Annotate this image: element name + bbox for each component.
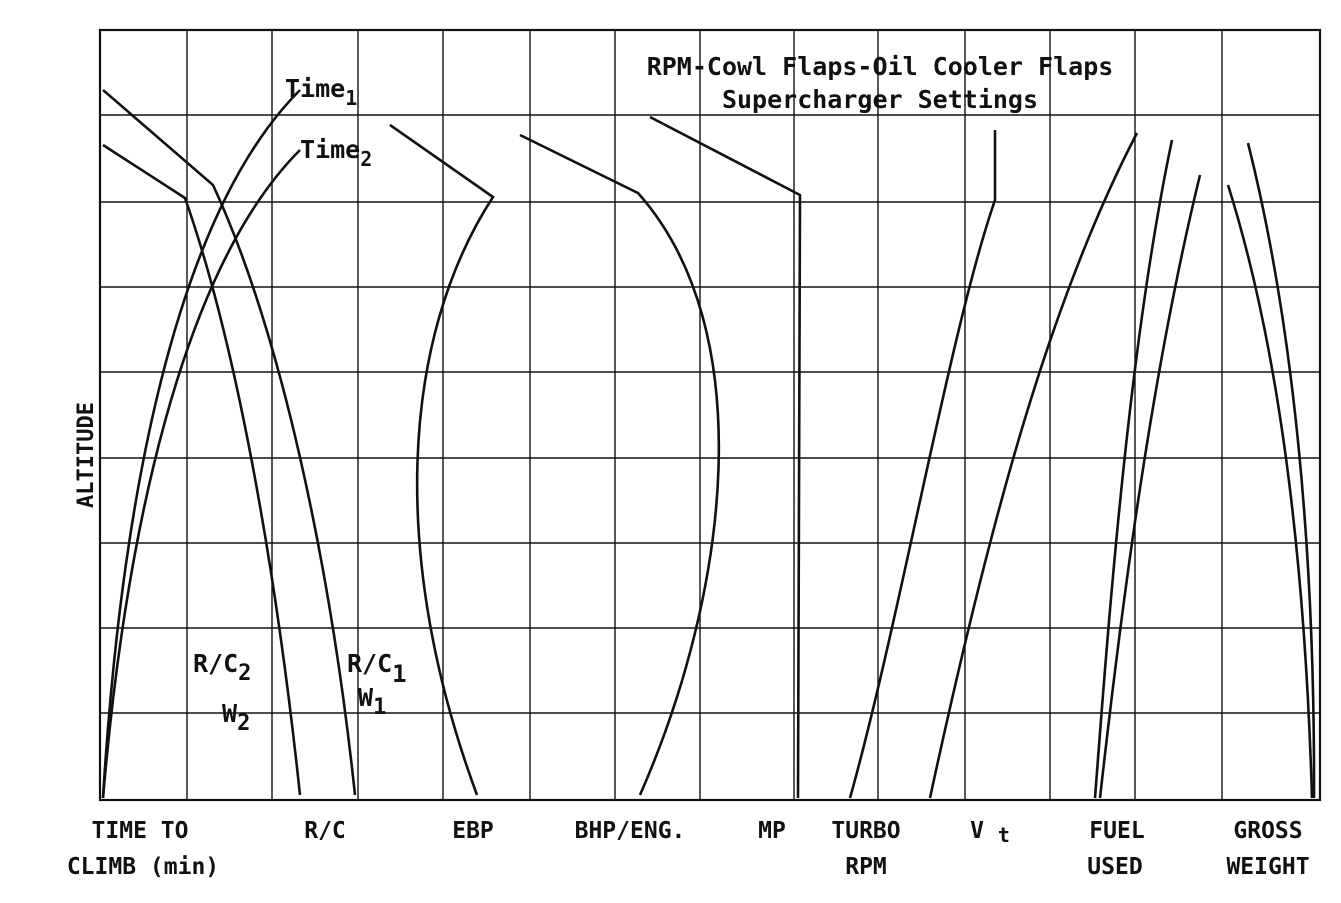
svg-text:Time2: Time2 xyxy=(300,135,372,171)
chart-grid xyxy=(100,30,1320,800)
x-label-gross: GROSS xyxy=(1233,818,1302,844)
label-w2: W2 xyxy=(222,699,250,736)
curve-bhp-eng xyxy=(519,133,721,796)
x-label-time-to-climb-1: TIME TO xyxy=(92,818,189,844)
x-label-ebp: EBP xyxy=(452,818,494,844)
label-w1: W1 xyxy=(358,683,386,720)
chart-title: RPM-Cowl Flaps-Oil Cooler Flaps xyxy=(647,52,1114,81)
label-time1: Time1 xyxy=(285,74,357,110)
x-label-vt: V t xyxy=(970,818,1010,847)
curve-fuel-used-1 xyxy=(1093,139,1174,799)
x-label-mp: MP xyxy=(758,818,786,844)
curve-turbo-rpm xyxy=(848,130,997,799)
y-axis-label: ALTITUDE xyxy=(74,402,99,508)
curve-time2 xyxy=(101,149,301,799)
svg-text:R/C1: R/C1 xyxy=(347,649,407,688)
label-rc1: R/C1 xyxy=(347,649,407,688)
svg-text:Time1: Time1 xyxy=(285,74,357,110)
x-label-rpm: RPM xyxy=(845,854,887,880)
label-time2: Time2 xyxy=(300,135,372,171)
label-rc2: R/C2 xyxy=(193,649,251,686)
curve-vt xyxy=(928,132,1139,799)
x-label-used: USED xyxy=(1087,854,1142,880)
curve-gross-weight-1 xyxy=(1226,184,1314,799)
label-time2-text: Time xyxy=(300,135,360,164)
x-label-time-to-climb-2: CLIMB (min) xyxy=(67,854,219,880)
curve-time1 xyxy=(101,89,301,799)
chart-subtitle: Supercharger Settings xyxy=(722,85,1038,114)
x-label-bhp-eng: BHP/ENG. xyxy=(575,818,686,844)
curve-ebp xyxy=(389,123,495,796)
x-column-labels: TIME TO CLIMB (min) R/C EBP BHP/ENG. MP … xyxy=(67,818,1310,880)
plot-frame xyxy=(98,28,1322,802)
label-time1-text: Time xyxy=(285,74,345,103)
x-label-rc: R/C xyxy=(304,818,346,844)
x-label-fuel: FUEL xyxy=(1089,818,1144,844)
x-label-turbo: TURBO xyxy=(831,818,900,844)
svg-text:W2: W2 xyxy=(222,699,250,736)
svg-text:R/C2: R/C2 xyxy=(193,649,251,686)
svg-text:W1: W1 xyxy=(358,683,386,720)
x-label-weight: WEIGHT xyxy=(1226,854,1309,880)
curve-gross-weight-2 xyxy=(1246,142,1316,799)
curve-rc2-w2 xyxy=(102,143,302,796)
curve-mp xyxy=(649,115,802,799)
curve-rc1-w1 xyxy=(102,89,357,796)
curve-fuel-used-2 xyxy=(1098,174,1202,799)
chart-curves xyxy=(101,89,1316,799)
